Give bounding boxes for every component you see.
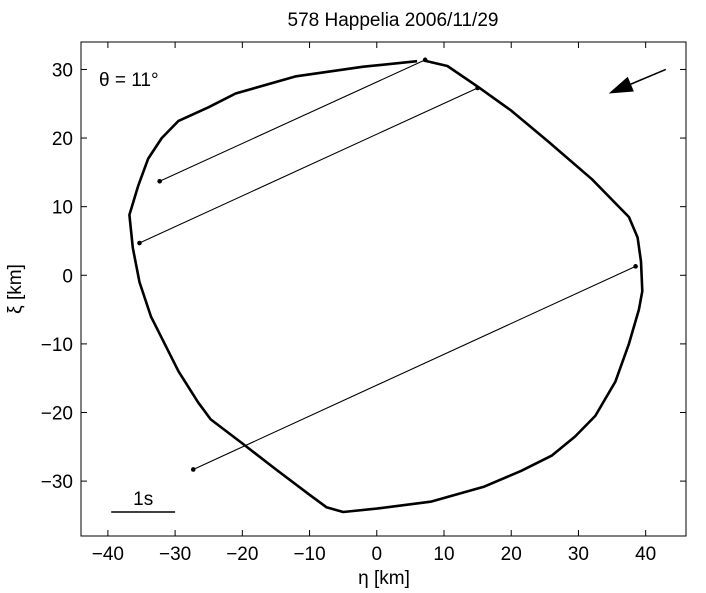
axis-tick-labels: −40 −30 −20 −10 0 10 20 30 40 −30 −20 −10 0 10 20 30 bbox=[41, 60, 656, 565]
y-tick-label: 0 bbox=[62, 266, 73, 287]
x-tick-label: −40 bbox=[92, 544, 124, 565]
plot-frame bbox=[80, 41, 687, 537]
chord-endpoint bbox=[475, 85, 480, 91]
chord-line bbox=[193, 265, 636, 470]
y-tick-label: 10 bbox=[52, 198, 73, 219]
x-tick-label: 0 bbox=[371, 544, 382, 565]
chord-endpoint bbox=[633, 264, 638, 269]
chord-endpoint bbox=[157, 178, 162, 184]
motion-arrow-head bbox=[608, 76, 634, 94]
y-axis-label: ξ [km] bbox=[5, 264, 26, 314]
chart-title: 578 Happelia 2006/11/29 bbox=[288, 10, 499, 31]
scale-bar-label: 1s bbox=[133, 489, 153, 510]
x-tick-label: −20 bbox=[226, 544, 258, 565]
angle-annotation: θ = 11° bbox=[99, 70, 159, 91]
y-tick-label: −20 bbox=[41, 404, 73, 425]
x-tick-label: −30 bbox=[159, 544, 191, 565]
y-tick-label: 30 bbox=[52, 60, 73, 81]
chord-line bbox=[159, 59, 426, 182]
y-tick-label: −10 bbox=[41, 335, 73, 356]
chord-line bbox=[139, 87, 478, 244]
chord-endpoint bbox=[422, 57, 428, 63]
occultation-chords bbox=[137, 57, 638, 472]
x-tick-label: 30 bbox=[568, 544, 589, 565]
motion-arrow-line bbox=[630, 68, 667, 85]
x-axis-label: η [km] bbox=[358, 568, 410, 589]
x-tick-label: 20 bbox=[501, 544, 522, 565]
axis-ticks bbox=[81, 42, 686, 536]
y-tick-label: 20 bbox=[52, 129, 73, 150]
chord-endpoint bbox=[137, 240, 142, 246]
asteroid-profile-outline bbox=[128, 59, 644, 514]
y-tick-label: −30 bbox=[41, 472, 73, 493]
x-tick-label: 40 bbox=[635, 544, 656, 565]
x-tick-label: −10 bbox=[293, 544, 325, 565]
chord-endpoint bbox=[190, 467, 196, 472]
x-tick-label: 10 bbox=[433, 544, 454, 565]
